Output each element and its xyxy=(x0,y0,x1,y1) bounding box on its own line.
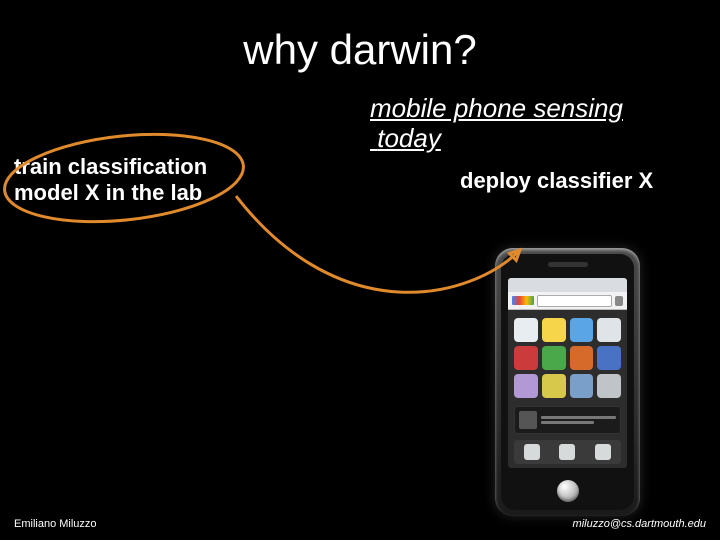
dock-icon xyxy=(524,444,540,460)
app-icon xyxy=(514,346,538,370)
phone-illustration xyxy=(495,248,640,516)
subtitle-line-2: today xyxy=(377,123,441,153)
phone-app-grid xyxy=(514,318,621,398)
app-icon xyxy=(542,346,566,370)
widget-thumb-icon xyxy=(519,411,537,429)
dock-icon xyxy=(559,444,575,460)
mic-icon xyxy=(615,296,623,306)
search-logo-icon xyxy=(512,296,534,305)
phone-status-bar xyxy=(508,278,627,292)
slide: why darwin? mobile phone sensing today t… xyxy=(0,0,720,540)
dock-icon xyxy=(595,444,611,460)
app-icon xyxy=(542,318,566,342)
slide-title: why darwin? xyxy=(0,26,720,74)
app-icon xyxy=(597,374,621,398)
footer-email: miluzzo@cs.dartmouth.edu xyxy=(573,518,706,530)
app-icon xyxy=(570,374,594,398)
app-icon xyxy=(542,374,566,398)
train-label: train classification model X in the lab xyxy=(14,154,207,207)
phone-earpiece xyxy=(548,262,588,267)
slide-subtitle: mobile phone sensing today xyxy=(370,94,623,154)
train-line-2: model X in the lab xyxy=(14,180,202,205)
widget-lines xyxy=(541,416,616,424)
phone-widget xyxy=(514,406,621,434)
phone-trackball-icon xyxy=(557,480,579,502)
arrow xyxy=(236,196,520,292)
app-icon xyxy=(514,374,538,398)
app-icon xyxy=(514,318,538,342)
app-icon xyxy=(597,346,621,370)
phone-search-bar xyxy=(508,292,627,310)
phone-dock xyxy=(514,440,621,464)
app-icon xyxy=(570,318,594,342)
footer-author: Emiliano Miluzzo xyxy=(14,518,97,530)
subtitle-line-1: mobile phone sensing xyxy=(370,93,623,123)
search-field-icon xyxy=(537,295,612,307)
train-line-1: train classification xyxy=(14,154,207,179)
phone-screen xyxy=(508,278,627,468)
app-icon xyxy=(570,346,594,370)
deploy-label: deploy classifier X xyxy=(460,168,653,194)
app-icon xyxy=(597,318,621,342)
